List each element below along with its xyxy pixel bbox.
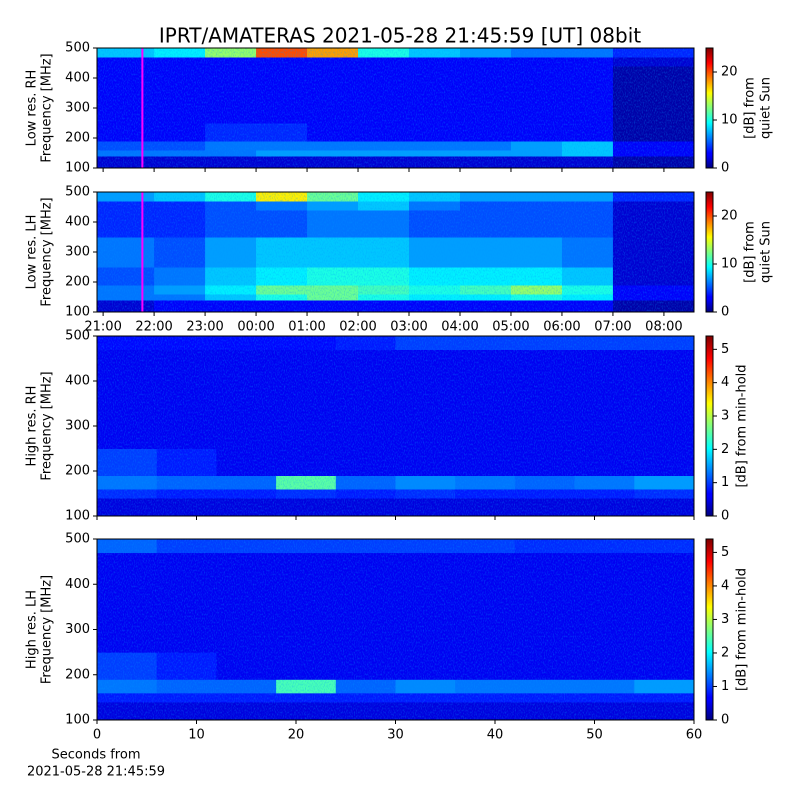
y-tick-label: 500: [65, 329, 90, 344]
colorbar-tick-label: 0: [721, 161, 729, 176]
colorbar-label: [dB] from: [743, 221, 758, 283]
colorbar-tick-label: 0: [721, 305, 729, 320]
colorbar: [705, 335, 714, 517]
y-axis-label: Frequency [MHz]: [40, 197, 55, 306]
x-axis-label: Seconds from: [51, 748, 140, 763]
y-tick-label: 500: [65, 41, 90, 56]
colorbar: [705, 191, 714, 313]
figure-title: IPRT/AMATERAS 2021-05-28 21:45:59 [UT] 0…: [159, 24, 641, 48]
y-tick-label: 300: [65, 101, 90, 116]
x-tick-label: 22:00: [135, 320, 172, 335]
x-tick-label: 0: [93, 728, 101, 743]
x-tick-label: 02:00: [339, 320, 376, 335]
y-axis-label: Frequency [MHz]: [40, 53, 55, 162]
y-axis-label: High res. LH: [25, 590, 40, 669]
colorbar-label: [dB] from min-hold: [735, 568, 750, 691]
colorbar-tick-label: 20: [721, 65, 738, 80]
x-axis-label: 2021-05-28 21:45:59: [27, 765, 165, 780]
noise-texture: [97, 48, 694, 168]
x-tick-label: 04:00: [441, 320, 478, 335]
x-tick-label: 50: [586, 728, 603, 743]
x-tick-label: 10: [188, 728, 205, 743]
y-axis-label: High res. RH: [25, 386, 40, 467]
y-tick-label: 400: [65, 215, 90, 230]
colorbar-tick-label: 2: [721, 442, 729, 457]
x-tick-label: 06:00: [543, 320, 580, 335]
colorbar-tick-label: 5: [721, 545, 729, 560]
colorbar-tick-label: 4: [721, 578, 729, 593]
y-tick-label: 200: [65, 464, 90, 479]
y-tick-label: 100: [65, 509, 90, 524]
colorbar-tick-label: 10: [721, 113, 738, 128]
x-tick-label: 01:00: [288, 320, 325, 335]
y-tick-label: 300: [65, 622, 90, 637]
colorbar-tick-label: 4: [721, 375, 729, 390]
colorbar: [705, 47, 714, 169]
colorbar-tick-label: 20: [721, 209, 738, 224]
y-tick-label: 400: [65, 374, 90, 389]
colorbar-tick-label: 1: [721, 475, 729, 490]
y-tick-label: 500: [65, 532, 90, 547]
colorbar-tick-label: 10: [721, 257, 738, 272]
colorbar-tick-label: 1: [721, 679, 729, 694]
noise-texture: [97, 192, 694, 312]
y-tick-label: 200: [65, 667, 90, 682]
x-tick-label: 20: [288, 728, 305, 743]
y-tick-label: 400: [65, 577, 90, 592]
x-tick-label: 00:00: [237, 320, 274, 335]
x-tick-label: 60: [686, 728, 703, 743]
x-tick-label: 03:00: [390, 320, 427, 335]
y-tick-label: 100: [65, 305, 90, 320]
colorbar-tick-label: 3: [721, 409, 729, 424]
x-tick-label: 05:00: [492, 320, 529, 335]
colorbar: [705, 538, 714, 721]
colorbar-label: quiet Sun: [759, 221, 774, 283]
x-tick-label: 30: [387, 728, 404, 743]
colorbar-tick-label: 2: [721, 645, 729, 660]
noise-texture: [97, 336, 694, 516]
y-tick-label: 400: [65, 71, 90, 86]
x-tick-label: 21:00: [84, 320, 121, 335]
colorbar-label: quiet Sun: [759, 77, 774, 139]
colorbar-label: [dB] from min-hold: [735, 364, 750, 487]
colorbar-label: [dB] from: [743, 77, 758, 139]
colorbar-tick-label: 3: [721, 612, 729, 627]
colorbar-tick-label: 0: [721, 509, 729, 524]
y-axis-label: Low res. LH: [25, 215, 40, 290]
y-tick-label: 100: [65, 713, 90, 728]
x-tick-label: 23:00: [186, 320, 223, 335]
x-tick-label: 08:00: [645, 320, 682, 335]
y-axis-label: Frequency [MHz]: [40, 371, 55, 480]
colorbar-tick-label: 5: [721, 342, 729, 357]
colorbar-tick-label: 0: [721, 713, 729, 728]
y-tick-label: 300: [65, 419, 90, 434]
y-tick-label: 300: [65, 245, 90, 260]
y-tick-label: 500: [65, 185, 90, 200]
y-tick-label: 100: [65, 161, 90, 176]
x-tick-label: 40: [487, 728, 504, 743]
y-tick-label: 200: [65, 275, 90, 290]
y-tick-label: 200: [65, 131, 90, 146]
y-axis-label: Low res. RH: [25, 70, 40, 147]
noise-texture: [97, 539, 694, 720]
y-axis-label: Frequency [MHz]: [40, 575, 55, 684]
x-tick-label: 07:00: [594, 320, 631, 335]
